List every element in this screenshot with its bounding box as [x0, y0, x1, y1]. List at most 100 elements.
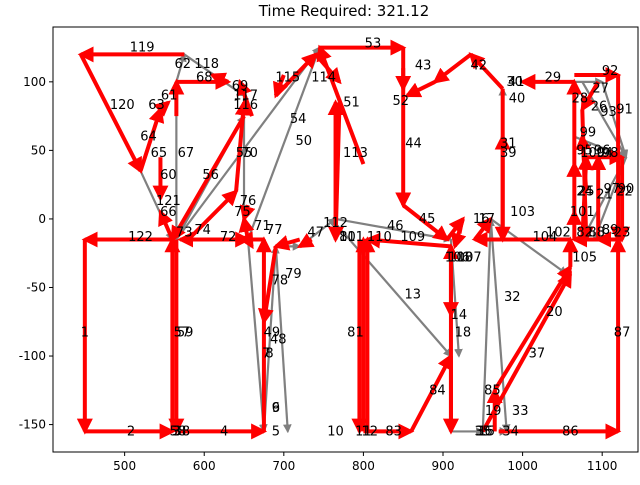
- node-label-43: 43: [415, 58, 432, 73]
- node-label-78: 78: [272, 274, 289, 289]
- y-tick-label--150: -150: [19, 418, 46, 432]
- node-label-96: 96: [594, 143, 611, 158]
- route-arrow-58: [404, 80, 436, 98]
- node-label-10: 10: [327, 424, 344, 439]
- node-label-27: 27: [592, 82, 609, 97]
- node-label-64: 64: [140, 130, 157, 145]
- route-arrow-12: [170, 115, 246, 243]
- node-label-16: 16: [473, 212, 490, 227]
- node-label-62: 62: [174, 57, 191, 72]
- node-label-120: 120: [110, 98, 135, 113]
- node-label-98: 98: [602, 146, 619, 161]
- node-label-104: 104: [532, 230, 557, 245]
- node-label-36: 36: [476, 424, 493, 439]
- node-label-103: 103: [510, 205, 535, 220]
- node-label-75: 75: [234, 205, 251, 220]
- route-arrow-57: [432, 52, 473, 84]
- route-arrow-42: [493, 264, 573, 392]
- node-label-93: 93: [600, 105, 617, 120]
- node-label-28: 28: [572, 91, 589, 106]
- route-arrow-10: [186, 189, 239, 241]
- node-label-59: 59: [177, 326, 194, 341]
- y-tick-label--50: -50: [26, 280, 46, 294]
- node-label-73: 73: [176, 226, 193, 241]
- node-label-39: 39: [500, 146, 517, 161]
- node-label-3: 3: [172, 424, 180, 439]
- route-arrow-73: [236, 78, 254, 117]
- node-label-35: 35: [475, 424, 492, 439]
- node-label-117: 117: [233, 89, 258, 104]
- x-tick-label-1100: 1100: [587, 459, 618, 473]
- node-label-26: 26: [591, 100, 608, 115]
- connector-segment-12: [335, 217, 453, 243]
- node-label-99: 99: [580, 126, 597, 141]
- node-label-24: 24: [576, 185, 593, 200]
- node-label-12: 12: [362, 424, 379, 439]
- x-tick-label-1000: 1000: [507, 459, 538, 473]
- node-label-53: 53: [365, 36, 382, 51]
- node-label-105: 105: [572, 250, 597, 265]
- route-arrow-25: [316, 44, 366, 165]
- node-label-46: 46: [387, 219, 404, 234]
- node-label-5: 5: [272, 424, 280, 439]
- node-label-7: 7: [262, 346, 270, 361]
- node-label-84: 84: [429, 383, 446, 398]
- connector-segment-3: [175, 46, 321, 241]
- x-tick-label-900: 900: [432, 459, 455, 473]
- y-axis: -150 -100 -50 0 50 100: [19, 75, 53, 432]
- node-label-19: 19: [485, 404, 502, 419]
- node-label-87: 87: [614, 326, 631, 341]
- route-arrow-75: [238, 215, 255, 240]
- route-arrow-45: [473, 216, 493, 241]
- node-label-122: 122: [128, 230, 153, 245]
- y-tick-label-100: 100: [23, 75, 46, 89]
- node-label-6: 6: [272, 401, 280, 416]
- route-arrow-71: [296, 233, 315, 249]
- plot-frame: [52, 26, 639, 453]
- node-label-29: 29: [545, 71, 562, 86]
- node-label-91: 91: [616, 102, 633, 117]
- route-arrow-56: [468, 52, 505, 91]
- node-label-116: 116: [233, 98, 258, 113]
- node-label-115: 115: [275, 71, 300, 86]
- node-label-63: 63: [148, 98, 165, 113]
- node-label-1: 1: [81, 326, 89, 341]
- node-label-44: 44: [405, 137, 422, 152]
- node-label-20: 20: [546, 305, 563, 320]
- node-label-76: 76: [240, 194, 257, 209]
- route-arrow-68: [577, 109, 594, 243]
- route-arrow-70: [272, 235, 301, 251]
- x-axis: 500 600 700 800 900 1000 1100: [113, 452, 617, 473]
- route-arrow-67: [580, 80, 600, 113]
- route-arrow-69: [258, 246, 278, 325]
- node-label-106: 106: [445, 250, 470, 265]
- node-label-119: 119: [130, 41, 155, 56]
- node-label-82: 82: [576, 226, 593, 241]
- node-label-61: 61: [161, 89, 178, 104]
- node-label-97: 97: [603, 182, 620, 197]
- node-label-40: 40: [509, 91, 526, 106]
- node-label-72: 72: [220, 230, 237, 245]
- chart-title: Time Required: 321.12: [258, 2, 430, 20]
- x-tick-label-800: 800: [352, 459, 375, 473]
- node-label-23: 23: [614, 226, 631, 241]
- route-arrow-15: [153, 100, 171, 117]
- node-label-25: 25: [578, 185, 595, 200]
- node-label-18: 18: [455, 326, 472, 341]
- node-label-111: 111: [339, 230, 364, 245]
- x-tick-label-600: 600: [193, 459, 216, 473]
- node-label-37: 37: [529, 346, 546, 361]
- node-label-83: 83: [385, 424, 402, 439]
- route-arrow-46: [481, 270, 573, 433]
- route-arrow-29: [401, 203, 450, 242]
- connector-segment-4: [246, 45, 322, 240]
- node-label-56: 56: [202, 168, 219, 183]
- node-label-17: 17: [479, 212, 496, 227]
- node-label-21: 21: [596, 187, 613, 202]
- node-label-60: 60: [160, 168, 177, 183]
- node-label-108: 108: [448, 250, 473, 265]
- node-label-113: 113: [343, 146, 368, 161]
- route-arrow-74: [238, 231, 254, 250]
